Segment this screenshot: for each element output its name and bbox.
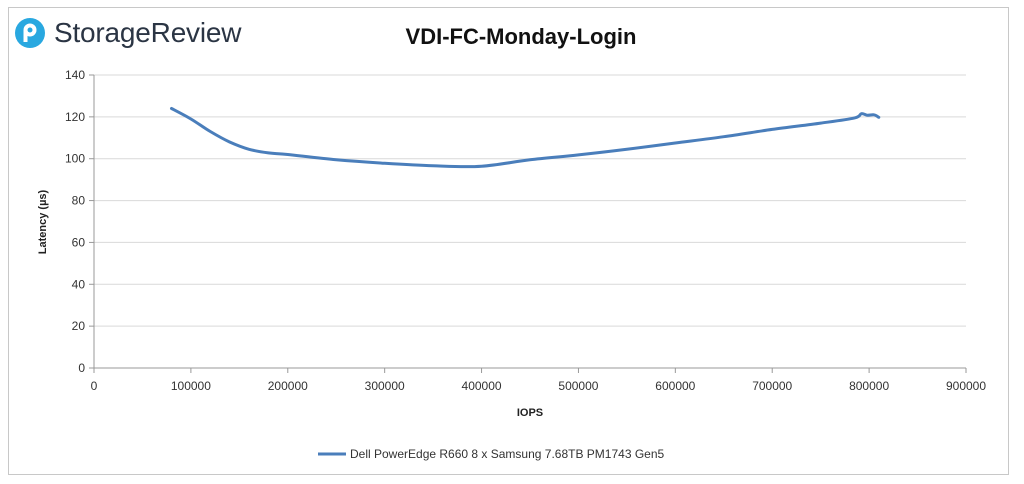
x-tick-label: 800000 (849, 379, 889, 393)
y-tick-label: 80 (72, 194, 86, 208)
x-axis-label: IOPS (517, 407, 543, 419)
x-tick-label: 100000 (171, 379, 211, 393)
x-tick-label: 0 (91, 379, 98, 393)
storagereview-logo-icon (15, 18, 45, 48)
x-tick-labels: 0 100000 200000 300000 400000 500000 600000 700… (91, 379, 987, 393)
y-tick-label: 20 (72, 319, 86, 333)
x-tick-label: 700000 (752, 379, 792, 393)
y-tick-label: 120 (65, 110, 85, 124)
y-tick-labels: 0 20 40 60 80 100 120 140 (65, 68, 85, 375)
y-tick-label: 100 (65, 152, 85, 166)
x-tick-label: 900000 (946, 379, 986, 393)
y-tick-label: 0 (78, 361, 85, 375)
series-line (170, 107, 881, 169)
logo-text: StorageReview (54, 17, 242, 48)
y-axis-label: Latency (µs) (37, 189, 49, 254)
chart-frame (8, 7, 1009, 475)
x-tick-label: 200000 (268, 379, 308, 393)
x-tick-label: 500000 (558, 379, 598, 393)
x-tick-label: 300000 (365, 379, 405, 393)
y-tick-label: 40 (72, 277, 86, 291)
legend-label: Dell PowerEdge R660 8 x Samsung 7.68TB P… (350, 447, 665, 461)
y-tick-label: 60 (72, 235, 86, 249)
axes (89, 74, 967, 373)
x-tick-label: 600000 (655, 379, 695, 393)
legend: Dell PowerEdge R660 8 x Samsung 7.68TB P… (318, 447, 665, 461)
grid-lines (94, 74, 966, 327)
y-tick-label: 140 (65, 68, 85, 82)
storagereview-logo: StorageReview (14, 13, 241, 53)
x-tick-label: 400000 (462, 379, 502, 393)
chart-title: VDI-FC-Monday-Login (405, 24, 637, 49)
series-lines (170, 107, 881, 169)
